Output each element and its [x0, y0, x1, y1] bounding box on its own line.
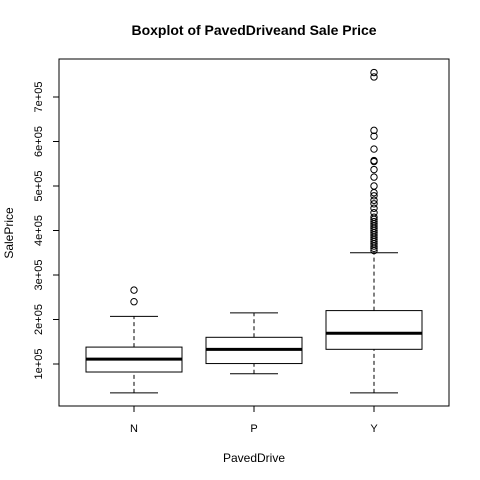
box-N — [85, 286, 183, 394]
chart-title: Boxplot of PavedDriveand Sale Price — [131, 22, 376, 38]
outlier-point — [370, 196, 378, 204]
y-tick-label: 2e+05 — [33, 304, 45, 335]
outlier-point — [130, 298, 138, 306]
outlier-point — [130, 286, 138, 294]
x-tick-label: Y — [370, 423, 378, 435]
outlier-point — [370, 145, 378, 153]
box-Y — [325, 68, 423, 394]
x-axis-label: PavedDrive — [223, 451, 285, 465]
box-P — [205, 312, 303, 375]
outlier-point — [370, 156, 378, 165]
y-tick-label: 1e+05 — [33, 349, 45, 380]
outlier-point — [370, 132, 378, 140]
outlier-point — [370, 182, 378, 190]
outlier-point — [370, 200, 378, 208]
y-tick-label: 5e+05 — [33, 171, 45, 202]
y-tick-label: 4e+05 — [33, 215, 45, 246]
outlier-point — [370, 73, 378, 81]
y-tick-label: 6e+05 — [33, 126, 45, 157]
x-tick-label: P — [250, 423, 257, 435]
outlier-point — [370, 68, 378, 77]
outlier-point — [370, 165, 378, 174]
outlier-point — [370, 213, 378, 221]
outlier-point — [370, 217, 378, 226]
outlier-point — [370, 126, 378, 135]
boxes-layer — [85, 68, 423, 394]
outlier-point — [370, 204, 378, 212]
iqr-box — [325, 310, 423, 350]
outlier-point — [370, 192, 378, 200]
y-axis: 1e+05 2e+05 3e+05 4e+05 5e+05 6e+05 7e+05 — [33, 82, 60, 380]
x-tick-label: N — [130, 423, 138, 435]
y-axis-label: SalePrice — [2, 207, 16, 259]
y-tick-label: 3e+05 — [33, 260, 45, 291]
y-tick-label: 7e+05 — [33, 82, 45, 113]
outlier-point — [370, 173, 378, 181]
outlier-point — [370, 209, 378, 217]
